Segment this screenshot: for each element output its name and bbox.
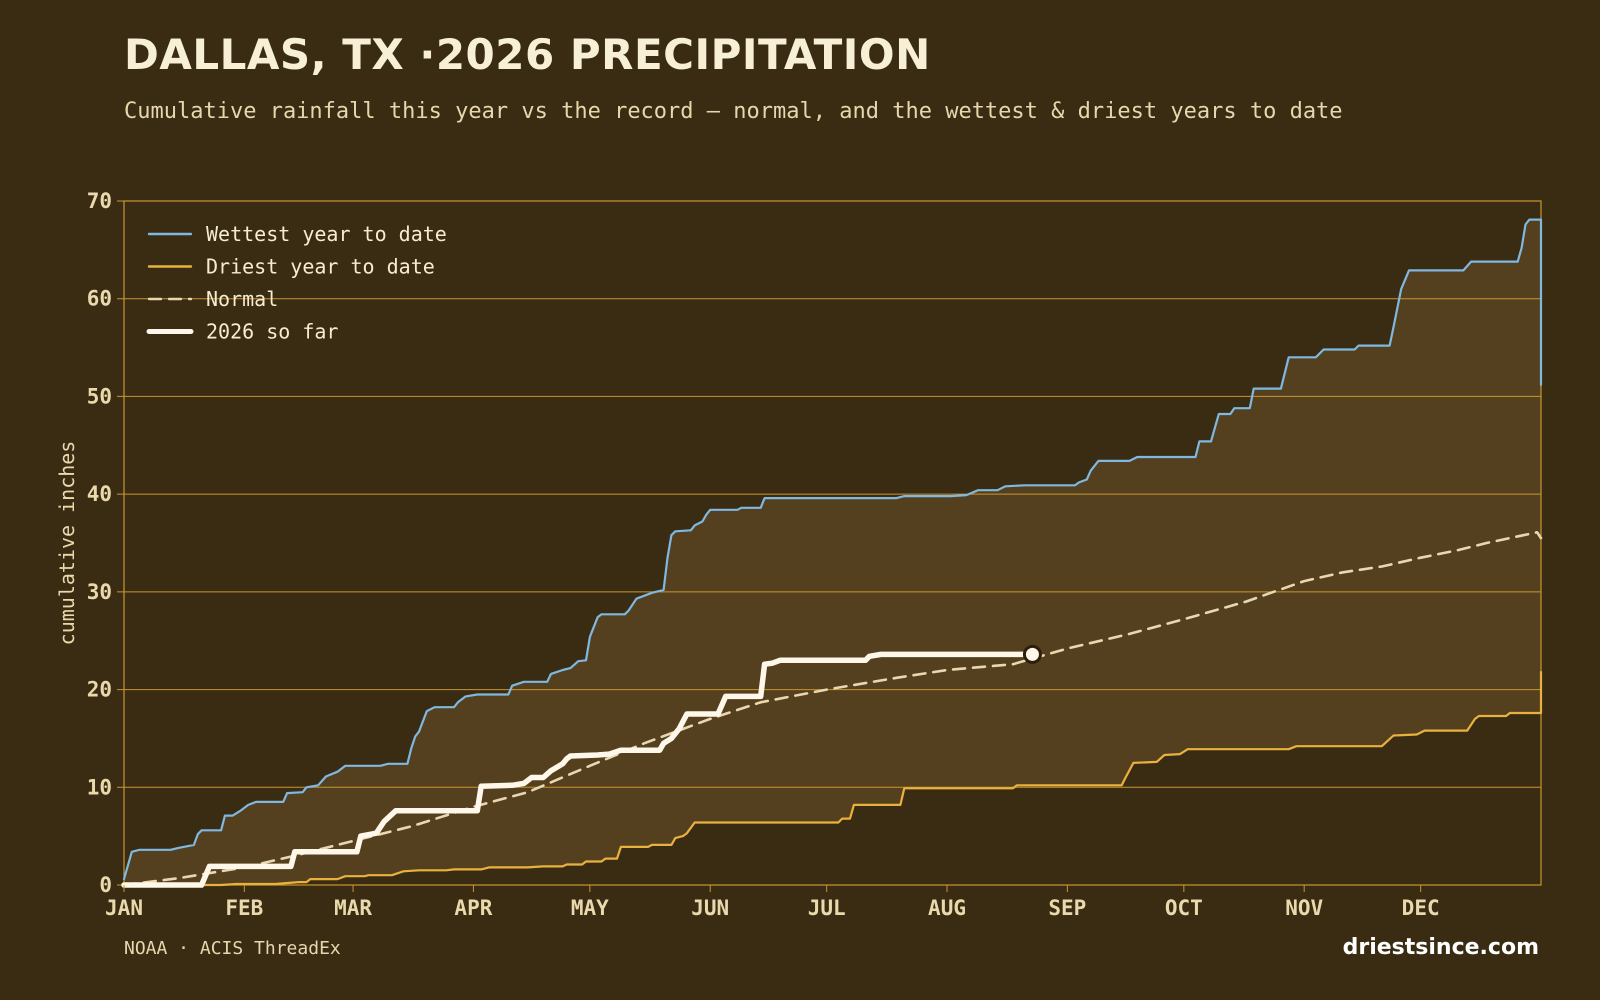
- y-tick-label: 40: [87, 482, 112, 506]
- y-tick-label: 70: [87, 189, 112, 213]
- x-tick-label: JUL: [808, 896, 846, 920]
- band-area: [124, 219, 1541, 886]
- series-lines: [121, 218, 1543, 888]
- current-year-line: [121, 651, 1036, 888]
- y-axis-label: cumulative inches: [55, 441, 79, 646]
- brand-link[interactable]: driestsince.com: [1342, 935, 1539, 960]
- driest-line: [122, 670, 1543, 887]
- y-tick-label: 20: [87, 678, 112, 702]
- record-range-band: [124, 219, 1541, 886]
- legend-label: Driest year to date: [206, 255, 435, 279]
- y-tick-labels: 0 10 20 30 40 50 60 70: [87, 189, 112, 897]
- x-tick-label: MAY: [571, 896, 609, 920]
- legend-label: Normal: [206, 287, 278, 311]
- x-tick-label: OCT: [1165, 896, 1203, 920]
- y-tick-label: 0: [99, 873, 112, 897]
- legend-label: Wettest year to date: [206, 222, 447, 246]
- x-tick-label: FEB: [225, 896, 263, 920]
- x-tick-label: APR: [454, 896, 492, 920]
- x-tick-label: AUG: [928, 896, 966, 920]
- normal-line: [122, 531, 1543, 887]
- wettest-line: [122, 218, 1543, 881]
- x-tick-label: JUN: [691, 896, 729, 920]
- chart-title: DALLAS, TX ·2026 PRECIPITATION: [124, 30, 931, 79]
- y-tick-label: 60: [87, 287, 112, 311]
- x-tick-label: DEC: [1402, 896, 1440, 920]
- x-tick-label: MAR: [334, 896, 372, 920]
- x-tick-label: SEP: [1048, 896, 1086, 920]
- plot-frame: [123, 200, 1542, 886]
- data-source: NOAA · ACIS ThreadEx: [124, 938, 341, 959]
- legend: Wettest year to date Driest year to date N…: [146, 222, 447, 344]
- x-tick-labels: JAN FEB MAR APR MAY JUN JUL AUG SEP OCT NOV DEC: [105, 885, 1440, 920]
- y-tick-label: 10: [87, 775, 112, 799]
- chart-subtitle: Cumulative rainfall this year vs the rec…: [124, 99, 1343, 124]
- current-day-marker: [1022, 644, 1042, 664]
- current-day-marker-group: [1022, 644, 1042, 664]
- gridlines: [117, 200, 1541, 886]
- legend-label: 2026 so far: [206, 320, 338, 344]
- x-tick-label: JAN: [105, 896, 143, 920]
- y-tick-label: 30: [87, 580, 112, 604]
- y-tick-label: 50: [87, 384, 112, 408]
- x-tick-label: NOV: [1285, 896, 1323, 920]
